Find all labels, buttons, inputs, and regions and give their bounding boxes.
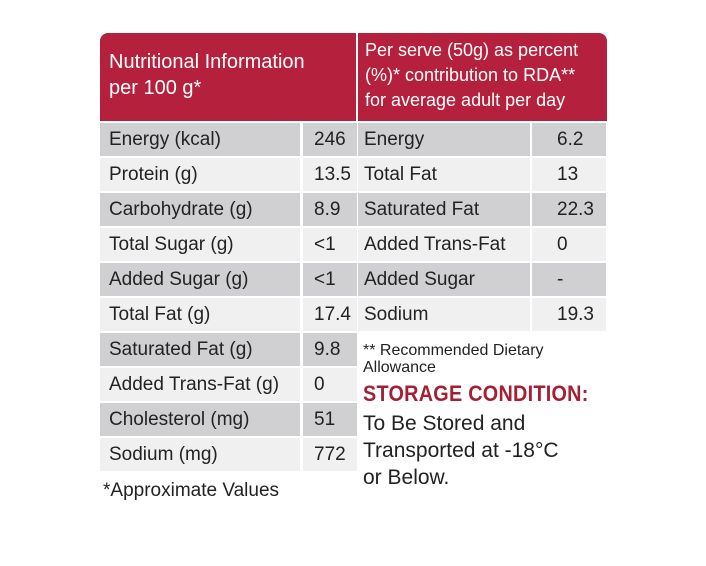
table-row: Total Fat 13 [358, 158, 607, 191]
storage-line1: To Be Stored and [363, 412, 526, 435]
rda-value: 0 [532, 228, 606, 261]
nutrient-name: Protein (g) [100, 158, 300, 191]
nutrient-value: 17.4 [303, 298, 357, 331]
table-row: Protein (g) 13.5 [100, 158, 357, 191]
header-rda: Per serve (50g) as percent (%)* contribu… [358, 33, 607, 121]
rda-footnote: ** Recommended Dietary Allowance [363, 342, 603, 376]
approximate-values-note: *Approximate Values [103, 480, 280, 501]
storage-condition-title: STORAGE CONDITION: [363, 381, 589, 406]
table-row: Added Sugar (g) <1 [100, 263, 357, 296]
table-row: Added Trans-Fat 0 [358, 228, 607, 261]
header-right-line3: for average adult per day [365, 90, 566, 110]
rda-value: - [532, 263, 606, 296]
table-row: Cholesterol (mg) 51 [100, 403, 357, 436]
header-divider [356, 33, 358, 121]
rda-name: Added Sugar [358, 263, 530, 296]
header-left-line2: per 100 g* [109, 77, 202, 99]
nutrient-name: Saturated Fat (g) [100, 333, 300, 366]
rda-value: 22.3 [532, 193, 606, 226]
header-per-100g-text: Nutritional Information per 100 g* [109, 49, 305, 101]
header-left-line1: Nutritional Information [109, 51, 305, 73]
nutrient-name: Added Sugar (g) [100, 263, 300, 296]
nutrient-name: Cholesterol (mg) [100, 403, 300, 436]
rda-name: Added Trans-Fat [358, 228, 530, 261]
rda-name: Sodium [358, 298, 530, 331]
nutrient-name: Sodium (mg) [100, 438, 300, 471]
table-row: Added Trans-Fat (g) 0 [100, 368, 357, 401]
nutrient-name: Total Sugar (g) [100, 228, 300, 261]
rda-note-line1: ** Recommended Dietary [363, 342, 544, 359]
table-row: Saturated Fat 22.3 [358, 193, 607, 226]
nutrient-value: 772 [303, 438, 357, 471]
header-rda-text: Per serve (50g) as percent (%)* contribu… [365, 38, 578, 113]
storage-condition-text: To Be Stored and Transported at -18°C or… [363, 410, 603, 491]
nutrient-name: Carbohydrate (g) [100, 193, 300, 226]
table-row: Energy 6.2 [358, 123, 607, 156]
nutrient-value: <1 [303, 263, 357, 296]
nutrient-name: Energy (kcal) [100, 123, 300, 156]
table-row: Total Fat (g) 17.4 [100, 298, 357, 331]
rda-name: Total Fat [358, 158, 530, 191]
table-row: Carbohydrate (g) 8.9 [100, 193, 357, 226]
table-row: Sodium (mg) 772 [100, 438, 357, 471]
nutrient-value: 51 [303, 403, 357, 436]
rda-note-line2: Allowance [363, 359, 436, 376]
table-row: Sodium 19.3 [358, 298, 607, 331]
nutrient-value: 8.9 [303, 193, 357, 226]
header-per-100g: Nutritional Information per 100 g* [100, 33, 356, 121]
nutrient-value: 0 [303, 368, 357, 401]
header-right-line1: Per serve (50g) as percent [365, 40, 579, 60]
nutrient-name: Added Trans-Fat (g) [100, 368, 300, 401]
rda-value: 13 [532, 158, 606, 191]
nutrient-value: 9.8 [303, 333, 357, 366]
rda-value: 6.2 [532, 123, 606, 156]
table-row: Energy (kcal) 246 [100, 123, 357, 156]
nutrient-value: 246 [303, 123, 357, 156]
rda-value: 19.3 [532, 298, 606, 331]
nutrient-value: <1 [303, 228, 357, 261]
rda-name: Saturated Fat [358, 193, 530, 226]
header-right-line2: (%)* contribution to RDA** [365, 65, 576, 85]
nutrient-name: Total Fat (g) [100, 298, 300, 331]
table-row: Total Sugar (g) <1 [100, 228, 357, 261]
table-row: Added Sugar - [358, 263, 607, 296]
table-row: Saturated Fat (g) 9.8 [100, 333, 357, 366]
storage-line2: Transported at -18°C [363, 439, 559, 462]
nutrient-value: 13.5 [303, 158, 357, 191]
rda-name: Energy [358, 123, 530, 156]
storage-line3: or Below. [363, 466, 450, 489]
